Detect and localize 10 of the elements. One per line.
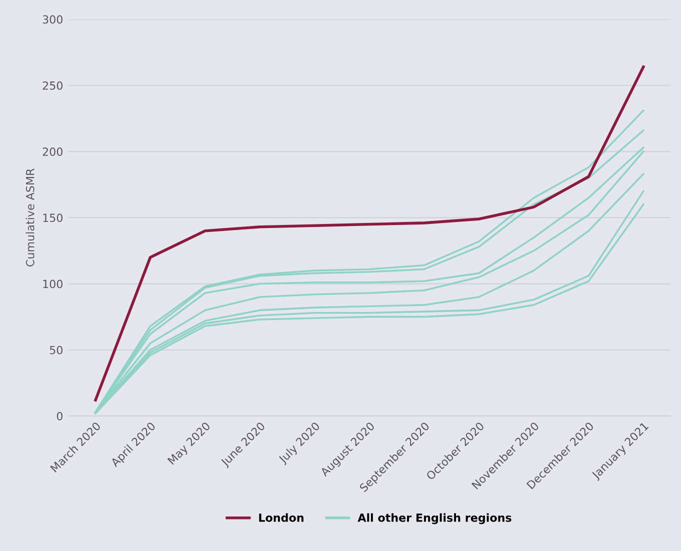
y-tick-label: 50	[50, 346, 62, 354]
y-tick-label: 0	[56, 412, 62, 420]
y-tick-label: 300	[42, 15, 62, 24]
y-tick-label: 250	[42, 81, 62, 90]
legend-label: London	[259, 513, 304, 522]
y-tick-label: 100	[43, 280, 62, 288]
y-tick-label: 150	[43, 214, 62, 222]
y-axis-title: Cumulative ASMR	[26, 168, 34, 266]
y-tick-label: 200	[42, 148, 62, 156]
legend-label: All other English regions	[358, 513, 512, 524]
